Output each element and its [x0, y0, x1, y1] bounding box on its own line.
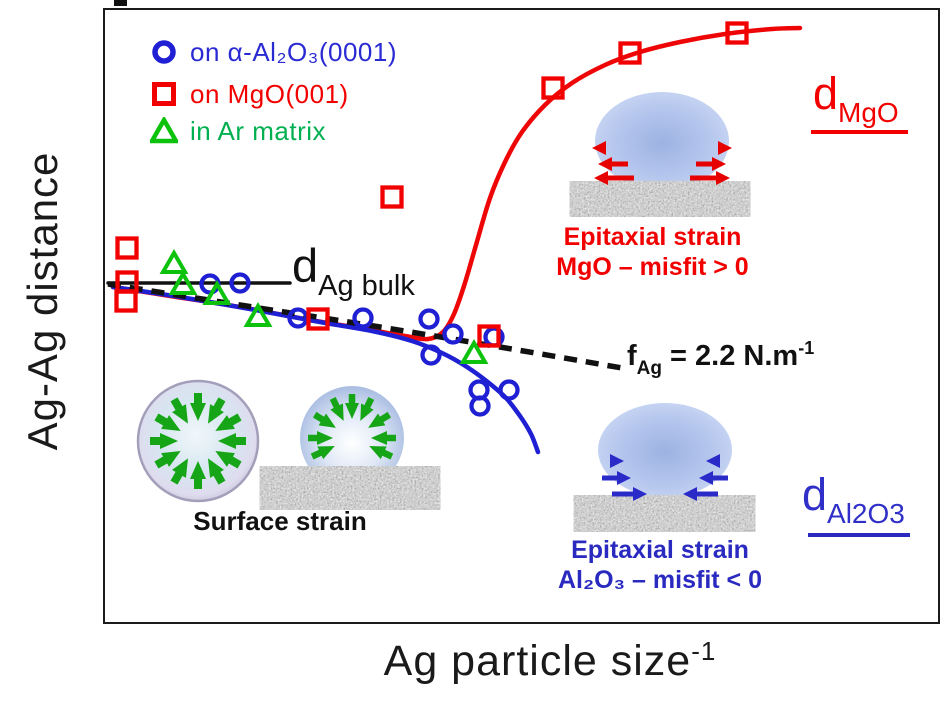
f-ag-equation: fAg = 2.2 N.m-1 [627, 338, 815, 379]
f-symbol: f [627, 340, 637, 372]
legend-item-al2o3: on α-Al₂O₃(0001) [150, 37, 397, 67]
d-subscript: Ag bulk [318, 270, 415, 302]
data-point-square [115, 236, 139, 260]
al2o3-substrate [582, 497, 747, 530]
data-point-circle [420, 344, 442, 366]
ag-droplet [300, 386, 404, 490]
inward-radial-arrows [150, 393, 246, 489]
data-point-square [380, 185, 404, 209]
d-mgo-underline [811, 130, 908, 134]
caption-line2: MgO – misfit > 0 [556, 253, 749, 281]
legend-item-mgo: on MgO(001) [150, 79, 349, 109]
plot-frame [103, 8, 940, 624]
data-point-circle [498, 379, 520, 401]
mgo-epitaxial-strain-illustration [578, 92, 742, 215]
f-subscript: Ag [636, 358, 662, 379]
ag-droplet [598, 403, 732, 497]
data-point-square [477, 324, 501, 348]
free-sphere-surface-strain-illustration [136, 379, 260, 503]
square-marker-icon [152, 82, 176, 106]
outward-strain-arrows [592, 141, 732, 185]
f-ag-dashed-line [107, 281, 623, 371]
data-point-triangle [159, 249, 189, 274]
cropped-text-fragment [114, 0, 127, 6]
data-point-square [114, 289, 138, 313]
triangle-marker-icon [150, 117, 178, 144]
legend-label: on MgO(001) [190, 78, 349, 109]
d-subscript: Al2O3 [827, 498, 905, 529]
legend-item-ar-matrix: in Ar matrix [150, 116, 326, 146]
epitaxial-strain-al2o3-caption: Epitaxial strain Al₂O₃ – misfit < 0 [520, 535, 800, 595]
supported-droplet-surface-strain-illustration [268, 386, 432, 508]
f-superscript: -1 [798, 338, 815, 358]
f-value: = 2.2 N.m [662, 340, 799, 372]
x-axis-label: Ag particle size-1 [330, 636, 770, 686]
x-axis-text: Ag particle size [383, 637, 692, 685]
legend-label: on α-Al₂O₃(0001) [190, 36, 398, 67]
d-al2o3-label: dAl2O3 [802, 469, 905, 528]
legend-label: in Ar matrix [190, 115, 327, 146]
data-point-circle [418, 308, 440, 330]
substrate [268, 468, 432, 508]
surface-strain-caption: Surface strain [193, 506, 367, 536]
x-axis-exponent: -1 [691, 636, 717, 666]
data-point-square [541, 76, 565, 100]
ag-droplet [595, 92, 729, 190]
d-ag-bulk-label: dAg bulk [292, 239, 415, 301]
epitaxial-strain-mgo-caption: Epitaxial strain MgO – misfit > 0 [520, 222, 785, 282]
data-point-square [618, 41, 642, 65]
d-mgo-label: dMgO [813, 68, 899, 127]
circle-marker-icon [152, 40, 176, 64]
data-point-triangle [243, 302, 273, 327]
caption-line2: Al₂O₃ – misfit < 0 [558, 566, 762, 594]
d-symbol: d [813, 68, 839, 119]
d-symbol: d [292, 239, 319, 292]
al2o3-epitaxial-strain-illustration [582, 403, 747, 530]
data-point-circle [352, 307, 374, 329]
data-point-triangle [168, 270, 198, 295]
data-point-circle [229, 272, 251, 294]
data-point-square [725, 21, 749, 45]
caption-line1: Epitaxial strain [571, 536, 749, 564]
y-axis-label: Ag-Ag distance [19, 151, 66, 451]
data-point-circle [469, 395, 491, 417]
mgo-substrate [578, 183, 742, 215]
data-point-triangle [202, 280, 232, 305]
inward-arc-arrows [308, 394, 396, 460]
d-symbol: d [802, 469, 828, 520]
d-subscript: MgO [838, 97, 899, 128]
caption-line1: Epitaxial strain [563, 223, 742, 251]
inward-strain-arrows [602, 454, 728, 501]
ag-sphere [136, 379, 260, 503]
d-al2o3-underline [808, 533, 910, 537]
data-point-square [306, 307, 330, 331]
data-point-triangle [459, 339, 489, 364]
data-point-circle [442, 323, 464, 345]
